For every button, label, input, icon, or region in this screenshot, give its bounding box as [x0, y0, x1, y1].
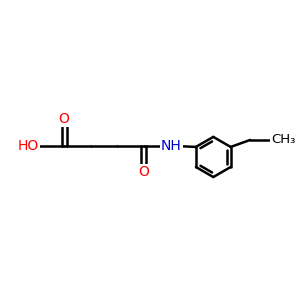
Text: HO: HO	[18, 139, 39, 153]
Text: CH₃: CH₃	[271, 134, 296, 146]
Text: O: O	[59, 112, 70, 126]
Text: O: O	[138, 165, 149, 179]
Text: NH: NH	[161, 139, 182, 153]
